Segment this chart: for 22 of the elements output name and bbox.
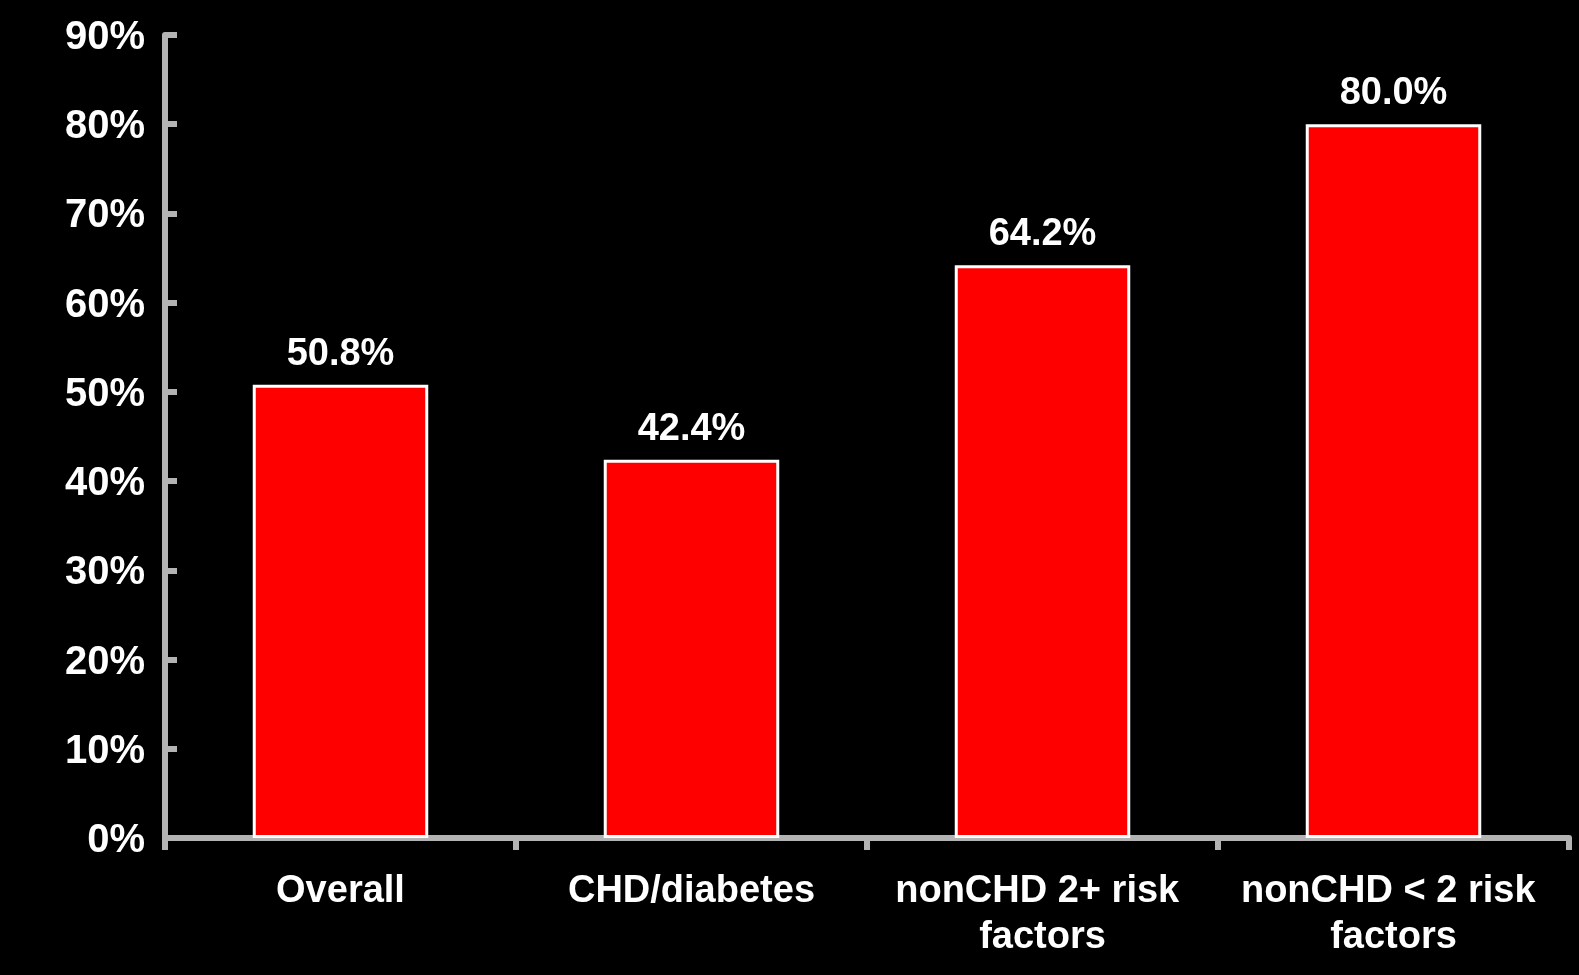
bar: [954, 265, 1131, 838]
bar: [603, 459, 780, 838]
data-label: 80.0%: [1339, 70, 1448, 113]
y-tick-label: 10%: [64, 726, 145, 771]
x-tick-label: Overall: [276, 868, 405, 910]
x-tick-label: nonCHD 2+ risk factors: [895, 868, 1190, 956]
data-label: 50.8%: [286, 330, 395, 373]
y-tick-label: 60%: [64, 280, 145, 325]
y-tick-label: 50%: [64, 369, 145, 414]
y-tick-label: 80%: [64, 102, 145, 147]
bar: [252, 384, 429, 838]
x-tick-label: CHD/diabetes: [567, 868, 816, 910]
x-tick-label: nonCHD < 2 risk factors: [1240, 868, 1547, 956]
bar: [1305, 124, 1482, 838]
y-tick-label: 90%: [64, 13, 145, 57]
y-tick-label: 40%: [64, 459, 145, 504]
y-tick-label: 20%: [64, 637, 145, 682]
data-label: 64.2%: [988, 211, 1097, 254]
y-tick-label: 70%: [64, 191, 145, 236]
data-label: 42.4%: [637, 405, 746, 448]
y-tick-label: 0%: [87, 816, 145, 860]
y-tick-label: 30%: [64, 548, 145, 593]
